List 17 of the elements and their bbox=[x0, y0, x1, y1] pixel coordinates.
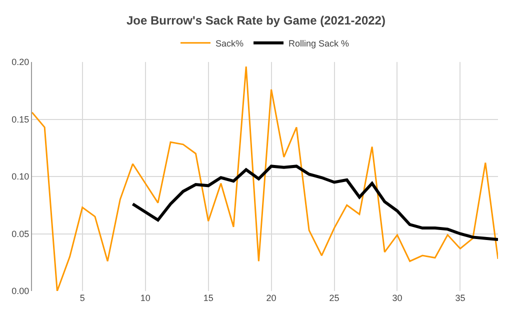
y-tick-label: 0.00 bbox=[12, 286, 30, 296]
chart-title: Joe Burrow's Sack Rate by Game (2021-2022) bbox=[126, 13, 386, 28]
y-tick-label: 0.05 bbox=[12, 228, 30, 239]
y-tick-label: 0.10 bbox=[12, 172, 30, 182]
legend-label: Sack% bbox=[216, 38, 244, 48]
line-series bbox=[32, 66, 498, 291]
y-tick-label: 0.15 bbox=[12, 114, 30, 124]
x-tick-label: 20 bbox=[266, 293, 276, 303]
line-series bbox=[131, 164, 498, 241]
y-tick-label: 0.20 bbox=[12, 57, 30, 68]
x-tick-label: 5 bbox=[80, 293, 85, 303]
x-tick-label: 30 bbox=[392, 293, 402, 303]
x-tick-label: 15 bbox=[203, 293, 214, 303]
legend-label: Rolling Sack % bbox=[288, 38, 350, 48]
x-tick-label: 10 bbox=[140, 293, 150, 303]
x-tick-label: 25 bbox=[329, 293, 340, 303]
x-tick-label: 35 bbox=[455, 293, 466, 303]
